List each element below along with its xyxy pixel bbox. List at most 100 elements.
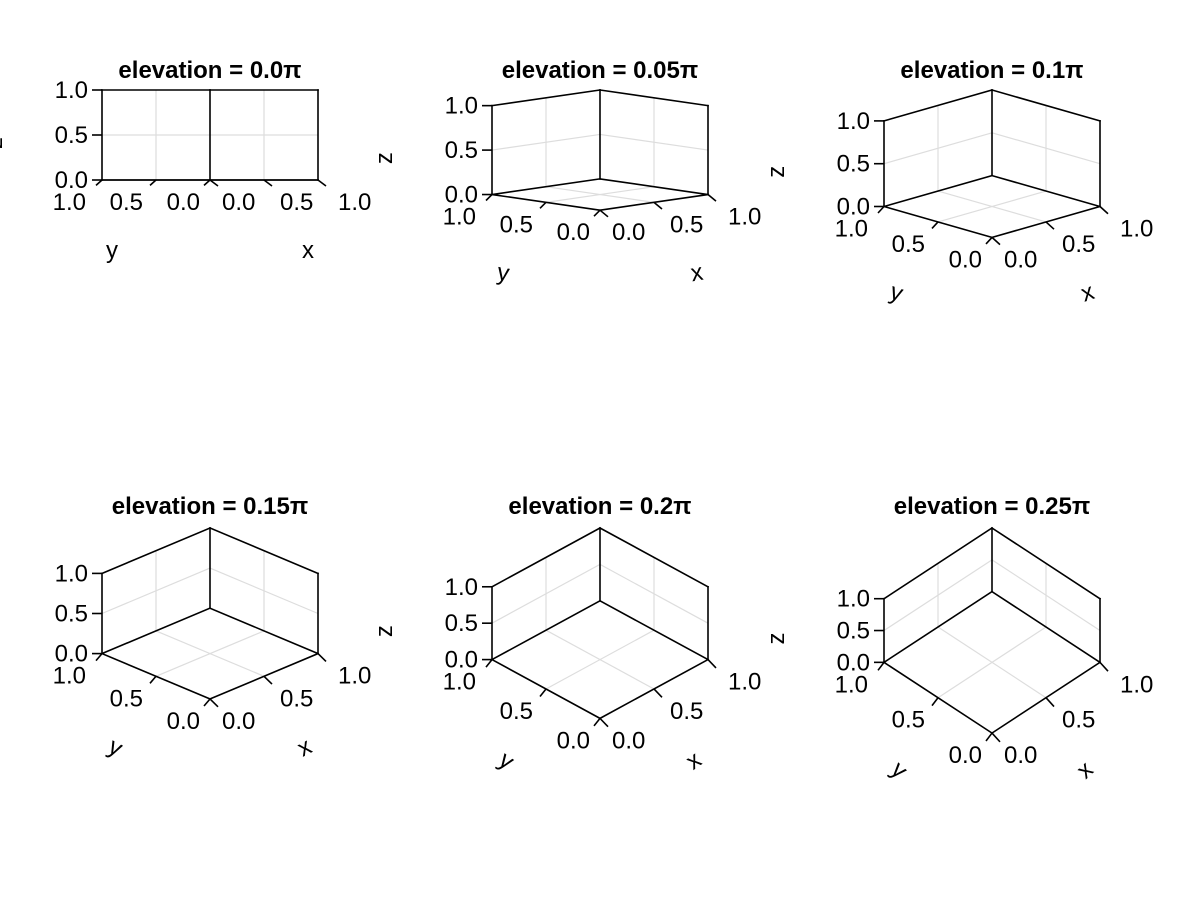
grid-lines [491, 557, 709, 690]
panel-1: elevation = 0.0π 0.0 0.5 1.0 1.0 0.5 0.0 0.0 0.5… [0, 57, 371, 264]
z-axis-label: z [0, 137, 8, 149]
z-tick-label: 0.5 [55, 122, 88, 149]
x-tick-label: 0.5 [1062, 707, 1095, 734]
grid-line [991, 559, 1101, 632]
frame-edge [991, 89, 1101, 122]
y-tick-label: 1.0 [53, 663, 86, 690]
grid-line [101, 567, 211, 615]
grid-line [491, 563, 601, 624]
z-tick-label: 0.0 [55, 641, 88, 668]
frame-edge [990, 526, 1102, 600]
grid-lines [883, 105, 1101, 223]
panel-title: elevation = 0.25π [894, 493, 1090, 520]
y-tick-label: 0.5 [500, 211, 533, 238]
y-tick-label: 1.0 [835, 215, 868, 242]
y-tick-mark [593, 209, 601, 217]
x-tick-label: 0.0 [1004, 246, 1037, 273]
x-tick-mark [317, 653, 327, 662]
x-tick-label: 1.0 [728, 669, 761, 696]
y-tick-mark [985, 732, 993, 742]
x-tick-mark [1045, 697, 1055, 708]
y-tick-mark [985, 236, 993, 245]
grid-line [883, 559, 993, 632]
frame-edge [100, 607, 212, 655]
z-axis-label: z [763, 166, 790, 178]
y-tick-label: 0.5 [892, 231, 925, 258]
y-tick-label: 0.0 [557, 219, 590, 246]
x-tick-mark [599, 717, 609, 728]
x-tick-label: 1.0 [728, 204, 761, 231]
x-tick-label: 1.0 [338, 663, 371, 690]
ticks: 0.0 0.5 1.0 1.0 0.5 0.0 0.0 0.5 1.0 [53, 560, 372, 735]
panel-title: elevation = 0.15π [112, 493, 308, 520]
axis-labels: y x z [0, 137, 314, 264]
y-tick-mark [593, 717, 601, 727]
y-axis-label: y [886, 756, 913, 784]
y-tick-mark [95, 653, 103, 662]
frame-edge [491, 89, 601, 107]
x-tick-label: 0.5 [280, 685, 313, 712]
y-axis-label: y [886, 278, 906, 307]
y-tick-label: 1.0 [443, 204, 476, 231]
panel-title: elevation = 0.1π [900, 57, 1083, 84]
axis-frame [490, 526, 710, 720]
x-tick-label: 0.0 [222, 708, 255, 735]
grid-lines [883, 559, 1101, 699]
z-tick-label: 0.5 [837, 618, 870, 645]
y-tick-label: 0.5 [500, 698, 533, 725]
z-tick-label: 0.5 [837, 151, 870, 178]
y-tick-label: 0.0 [949, 246, 982, 273]
axis-labels: y x z [763, 166, 1098, 308]
y-tick-label: 0.0 [167, 189, 200, 216]
frame-edge [208, 526, 320, 575]
x-axis-label: x [1078, 278, 1098, 307]
z-axis-label: z [763, 633, 790, 645]
x-tick-mark [653, 688, 663, 698]
x-tick-mark [991, 732, 1001, 743]
x-tick-label: 0.0 [612, 219, 645, 246]
grid-lines [101, 550, 319, 677]
z-tick-label: 0.5 [55, 600, 88, 627]
z-tick-label: 0.0 [837, 193, 870, 220]
y-tick-label: 0.5 [110, 685, 143, 712]
x-tick-label: 0.5 [670, 211, 703, 238]
frame-edge [208, 607, 320, 655]
x-tick-label: 1.0 [1120, 671, 1153, 698]
x-tick-label: 0.5 [670, 698, 703, 725]
x-tick-label: 1.0 [1120, 215, 1153, 242]
ticks: 0.0 0.5 1.0 1.0 0.5 0.0 0.0 0.5 1.0 [835, 108, 1154, 273]
z-axis-label: z [371, 152, 398, 164]
ticks: 0.0 0.5 1.0 1.0 0.5 0.0 0.0 0.5 1.0 [53, 77, 372, 216]
y-tick-mark [877, 661, 885, 671]
x-tick-mark [263, 675, 273, 685]
frame-edge [491, 177, 601, 196]
frame-edge [490, 599, 602, 661]
frame-edge [882, 526, 994, 600]
axis-frame [882, 526, 1102, 735]
x-tick-label: 0.5 [280, 189, 313, 216]
y-axis-label: y [104, 733, 127, 762]
x-tick-mark [653, 201, 663, 210]
grid-line [883, 132, 993, 165]
y-tick-label: 0.5 [892, 707, 925, 734]
ticks: 0.0 0.5 1.0 1.0 0.5 0.0 0.0 0.5 1.0 [443, 93, 762, 247]
x-axis-label: x [302, 237, 314, 264]
panel-5: elevation = 0.2π 0.0 0.5 1.0 1.0 0.5 0.0 0.0 0.5… [371, 493, 761, 775]
y-tick-label: 0.5 [110, 189, 143, 216]
y-tick-mark [539, 201, 547, 209]
z-tick-label: 1.0 [837, 108, 870, 135]
x-tick-mark [1099, 205, 1109, 215]
x-tick-mark [707, 193, 717, 202]
y-tick-mark [149, 675, 157, 684]
x-tick-label: 0.0 [1004, 742, 1037, 769]
x-axis-label: x [689, 259, 705, 288]
y-tick-mark [203, 179, 211, 186]
z-tick-label: 1.0 [55, 77, 88, 104]
frame-edge [883, 174, 993, 208]
frame-edge [991, 174, 1101, 208]
y-tick-label: 0.0 [557, 727, 590, 754]
z-tick-label: 1.0 [837, 586, 870, 613]
ticks: 0.0 0.5 1.0 1.0 0.5 0.0 0.0 0.5 1.0 [443, 574, 762, 755]
